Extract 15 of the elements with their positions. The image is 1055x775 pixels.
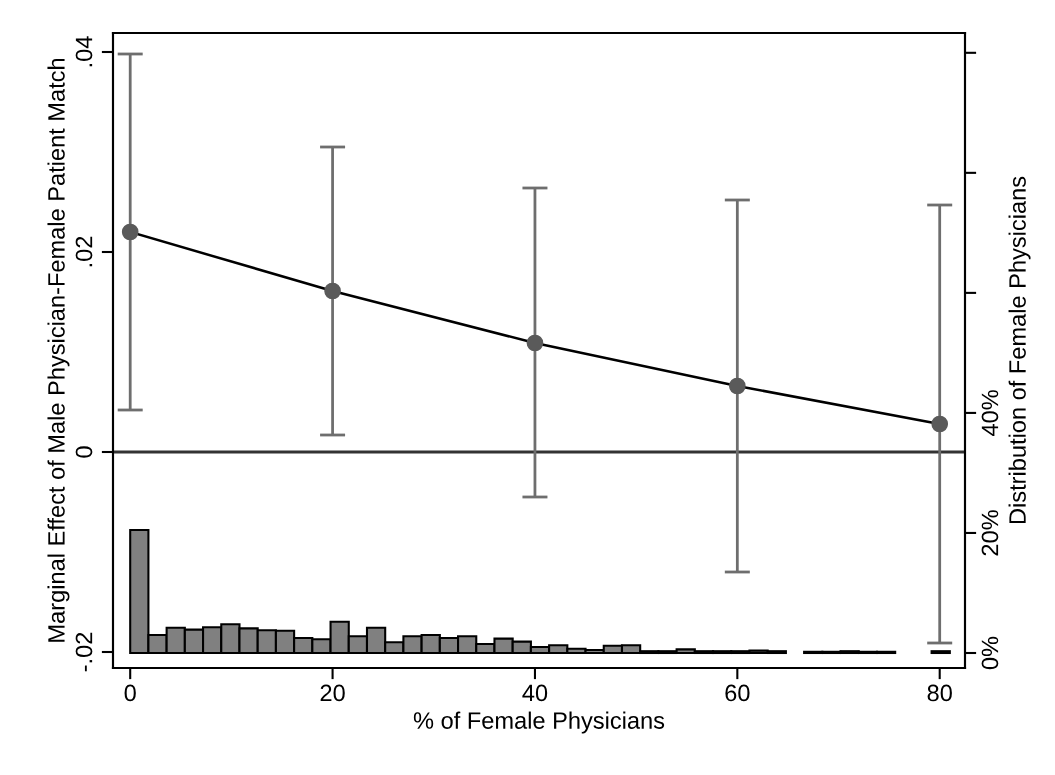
y-tick-label: .02 xyxy=(75,236,93,267)
y-axis-title: Marginal Effect of Male Physician-Female Patient Match xyxy=(47,58,70,642)
x-tick-label: 20 xyxy=(320,684,345,702)
y2-axis-title: Distribution of Female Physicians xyxy=(1008,176,1031,524)
y2-tick-label: 40% xyxy=(981,390,999,437)
x-tick-label: 60 xyxy=(725,684,750,702)
x-axis-title: % of Female Physicians xyxy=(413,711,665,734)
y-tick-label: -.02 xyxy=(75,632,93,672)
x-tick-label: 80 xyxy=(927,684,952,702)
y2-tick-label: 0% xyxy=(981,636,999,670)
y-tick-label: 0 xyxy=(75,446,93,458)
y-tick-label: .04 xyxy=(75,36,93,67)
x-tick-label: 40 xyxy=(522,684,548,702)
x-tick-label: 0 xyxy=(124,684,136,702)
y2-tick-label: 20% xyxy=(981,510,999,556)
